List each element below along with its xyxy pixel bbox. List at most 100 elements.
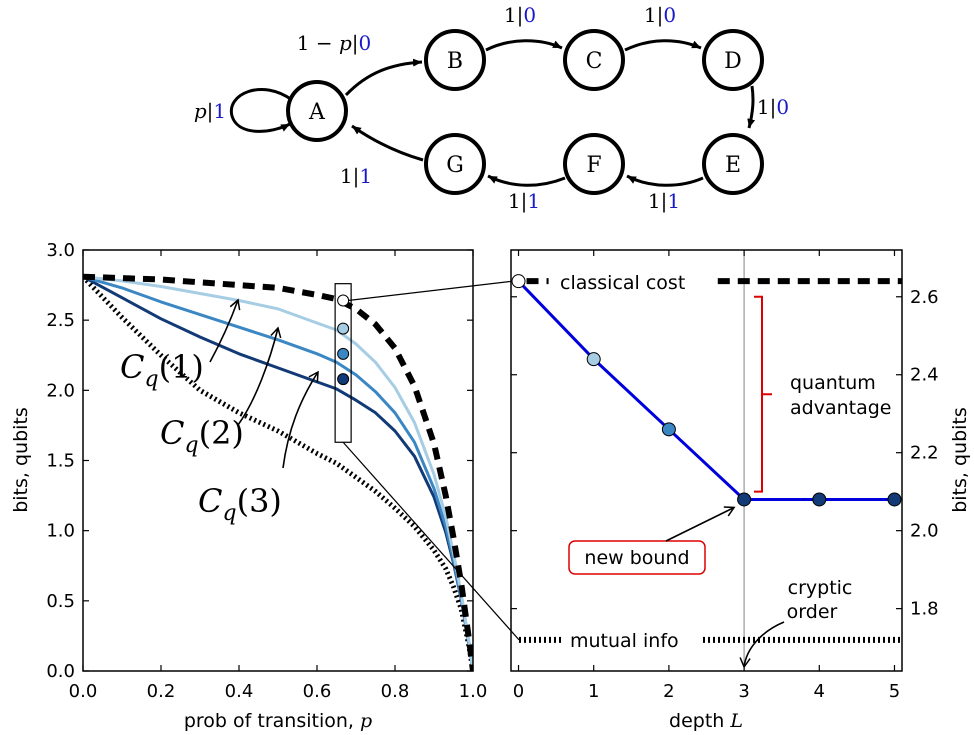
transition-label-e-f: 1|1 — [648, 189, 680, 214]
left-y-axis-label: bits, qubits — [10, 407, 32, 513]
y-tick-label: 0.5 — [46, 591, 75, 612]
cq-annotation: Cq(1) — [120, 348, 204, 392]
left-chart-ticks: 0.0 0.2 0.4 0.6 0.8 1.0 0.0 0.5 1.0 1.5 2.0 2.5 3.0 — [46, 240, 487, 702]
state-label: G — [446, 153, 464, 178]
transition-label-d-e: 1|0 — [757, 95, 789, 120]
x-tick-label: 0.0 — [69, 681, 98, 702]
series-line-cq2 — [83, 275, 473, 671]
transition-a-b — [344, 58, 423, 97]
right-chart-ticks: 0 1 2 3 4 5 1.8 2.0 2.2 2.4 2.6 — [511, 250, 939, 702]
cryptic-order-label-1: cryptic — [788, 577, 853, 599]
right-x-axis-label: depth L — [669, 710, 743, 732]
y-tick-label: 2.4 — [910, 365, 939, 386]
series-line-cq3 — [83, 275, 473, 671]
connector-bottom — [342, 441, 520, 641]
highlight-point — [337, 322, 350, 335]
y-tick-label: 1.0 — [46, 521, 75, 542]
right-y-axis-label: bits, qubits — [949, 407, 971, 513]
state-node-b: B — [424, 29, 486, 91]
highlight-point — [337, 294, 350, 307]
transition-label-f-g: 1|1 — [508, 189, 540, 214]
depth-point — [511, 274, 526, 289]
x-tick-label: 0.8 — [381, 681, 410, 702]
transition-label-g-a: 1|1 — [340, 164, 372, 189]
x-tick-label: 1 — [588, 681, 599, 702]
right-plot-frame — [510, 249, 903, 672]
y-tick-label: 0.0 — [46, 661, 75, 682]
state-node-f: F — [563, 133, 625, 195]
diagram-edges — [229, 39, 756, 187]
state-node-g: G — [424, 133, 486, 195]
highlight-point — [337, 373, 350, 386]
annotation-arrow — [209, 298, 241, 363]
annotation-arrow — [282, 370, 319, 469]
y-tick-label: 1.8 — [910, 599, 939, 620]
depth-point — [661, 422, 676, 437]
state-label: C — [586, 49, 603, 74]
state-node-c: C — [563, 29, 625, 91]
transition-label-b-c: 1|0 — [504, 3, 536, 28]
transition-d-e — [747, 85, 756, 129]
diagram-nodes: A B C D E F G — [286, 29, 764, 195]
left-highlight — [334, 283, 352, 443]
x-tick-label: 0.6 — [303, 681, 332, 702]
highlight-point — [337, 347, 350, 360]
new-bound-label: new bound — [584, 547, 689, 569]
x-tick-label: 0.2 — [147, 681, 176, 702]
left-x-axis-label: prob of transition, p — [184, 710, 372, 732]
x-tick-label: 1.0 — [459, 681, 488, 702]
state-node-a: A — [286, 80, 348, 142]
new-bound-arrow — [665, 506, 736, 542]
right-chart-content: classical cost mutual info — [511, 250, 902, 671]
x-tick-label: 0.4 — [225, 681, 254, 702]
y-tick-label: 2.5 — [46, 310, 75, 331]
depth-point — [737, 492, 752, 507]
annotation-arrow — [237, 326, 282, 426]
x-tick-label: 2 — [663, 681, 674, 702]
series-line-cq1 — [83, 275, 473, 671]
mutual-info-label: mutual info — [570, 630, 679, 652]
left-chart: 0.0 0.2 0.4 0.6 0.8 1.00.00.51.01.52.02.53.0 … — [10, 240, 487, 732]
transition-g-a — [351, 124, 424, 162]
state-node-d: D — [702, 29, 764, 91]
cq-annotation: Cq(2) — [160, 414, 244, 458]
state-label: A — [308, 100, 326, 125]
state-label: B — [447, 49, 463, 74]
y-tick-label: 3.0 — [46, 240, 75, 261]
y-tick-label: 2.0 — [910, 521, 939, 542]
classical-cost-label: classical cost — [560, 272, 685, 294]
cryptic-order-arrow — [739, 621, 785, 669]
y-tick-label: 1.5 — [46, 451, 75, 472]
x-tick-label: 5 — [889, 681, 900, 702]
connector-lines — [342, 280, 520, 641]
transition-label-c-d: 1|0 — [644, 3, 676, 28]
state-node-e: E — [702, 133, 764, 195]
y-tick-label: 2.6 — [910, 287, 939, 308]
depth-point — [887, 492, 902, 507]
left-chart-curves — [83, 273, 473, 671]
series-line-mutual — [83, 274, 473, 671]
series-line-classical — [83, 273, 473, 671]
x-tick-label: 3 — [738, 681, 749, 702]
depth-point — [586, 352, 601, 367]
left-annotations: Cq(1) Cq(2) Cq(3) — [120, 298, 319, 526]
cryptic-order-label-2: order — [787, 601, 838, 623]
y-tick-label: 2.0 — [46, 380, 75, 401]
left-plot-frame — [82, 249, 474, 672]
quantum-advantage-label-1: quantum — [790, 372, 876, 394]
diagram-edge-labels: p|1 1 − p|0 1|0 1|0 1|0 1|1 1|1 1|1 — [194, 3, 789, 214]
transition-f-g — [487, 174, 566, 187]
transition-a-a — [229, 88, 293, 133]
transition-b-c — [485, 39, 563, 52]
depth-point — [812, 492, 827, 507]
state-label: E — [725, 153, 741, 178]
x-tick-label: 0 — [513, 681, 524, 702]
connector-top — [348, 280, 513, 302]
transition-c-d — [624, 39, 702, 52]
cq-annotation: Cq(3) — [198, 482, 282, 526]
state-label: F — [586, 153, 601, 178]
x-tick-label: 4 — [814, 681, 825, 702]
state-label: D — [724, 49, 742, 74]
